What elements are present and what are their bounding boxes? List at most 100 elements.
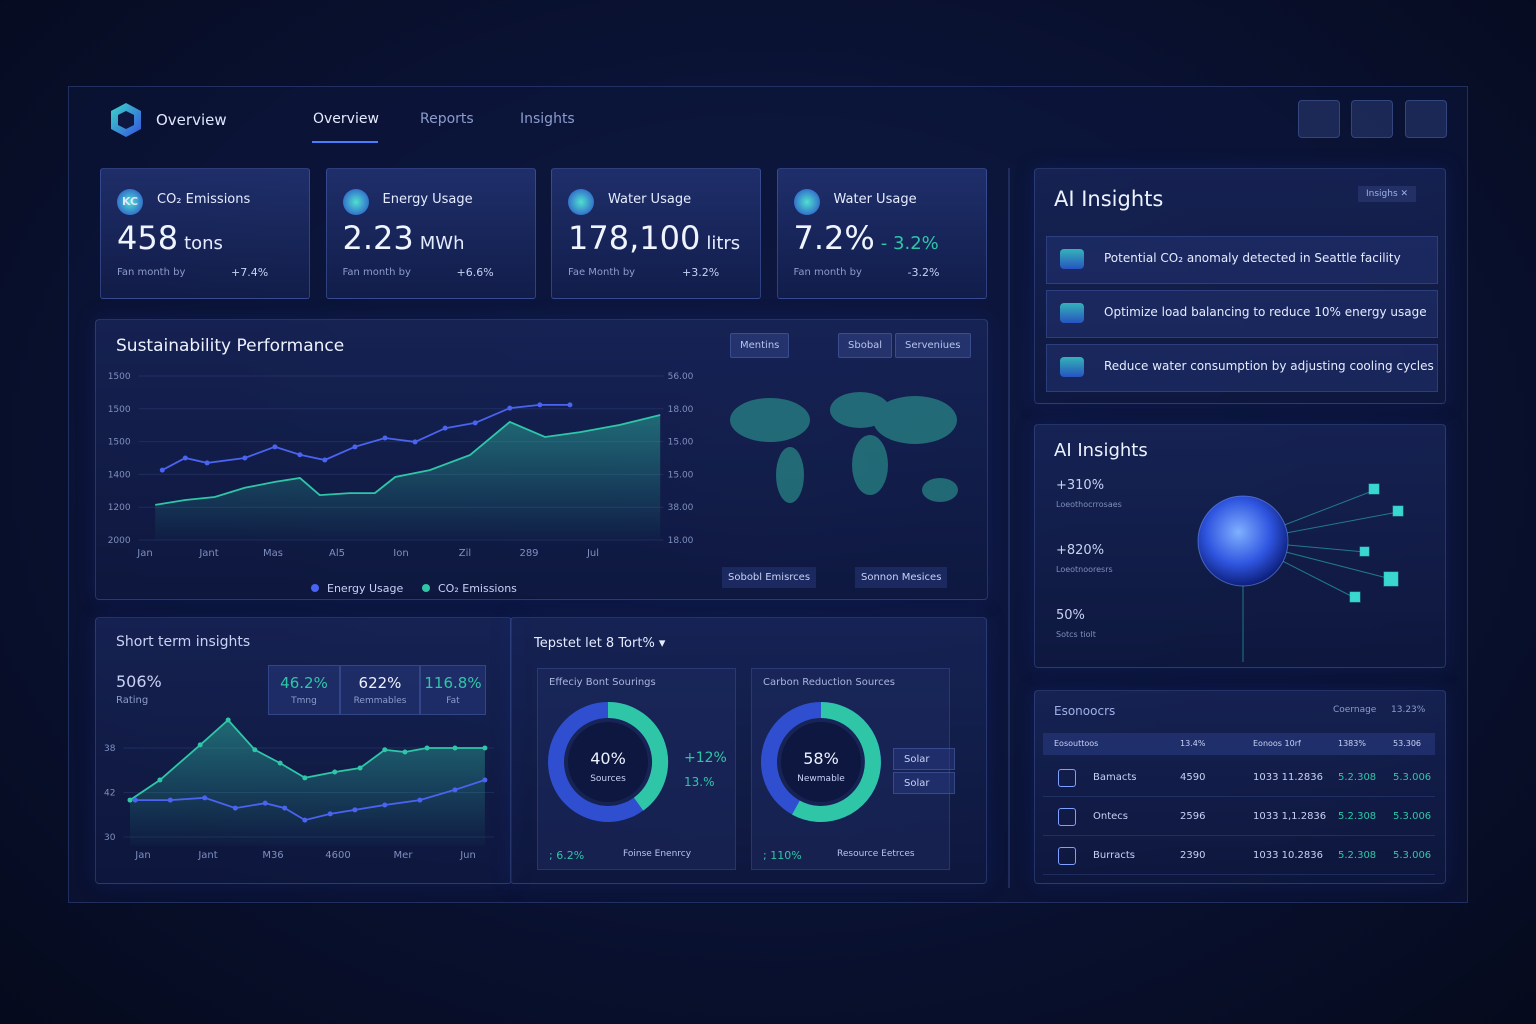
y2-tick-label: 15.00 (668, 470, 694, 480)
kpi-value: 178,100 (568, 219, 701, 257)
stat-label: Sotcs tiolt (1056, 630, 1096, 639)
point (242, 455, 248, 461)
stat-label: Loeothocrrosaes (1056, 500, 1122, 509)
row-icon (1058, 847, 1076, 865)
x-tick-label: Jun (459, 850, 476, 861)
card-title: Effeciy Bont Sourings (549, 677, 656, 688)
card-footer: Foinse Enenrcy (623, 849, 692, 859)
y2-tick-label: 15.00 (668, 438, 694, 448)
panel-title: Short term insights (116, 634, 251, 650)
kpi-note: Fan month by (793, 267, 862, 278)
kpi-change: +7.4% (231, 266, 269, 279)
insight-row (1046, 236, 1438, 284)
point (482, 777, 488, 783)
icon-button[interactable] (1298, 100, 1340, 138)
chip-value: 116.8% (424, 674, 482, 692)
x-tick-label: Ion (393, 548, 408, 559)
x-tick-label: M36 (262, 850, 283, 861)
y-tick-label: 1500 (108, 372, 131, 382)
column-header: 13.4% (1180, 739, 1206, 748)
kpi-change: +3.2% (682, 266, 720, 279)
legend-label: Energy Usage (327, 582, 404, 595)
x-tick-label: Jant (197, 850, 217, 861)
dropdown[interactable]: Solar (893, 748, 955, 770)
card-footer: ; 110% (763, 849, 802, 862)
donut-arc (607, 701, 669, 811)
side-value: 13.% (684, 775, 715, 789)
stat-value: +820% (1056, 543, 1105, 558)
divider (1008, 168, 1010, 888)
y2-tick-label: 38.00 (668, 503, 694, 513)
point (567, 402, 573, 408)
donut-hole (568, 722, 648, 802)
world-map (730, 392, 958, 503)
table-cell: 5.3.006 (1393, 811, 1432, 822)
stat-label: Loeotnooresrs (1056, 565, 1113, 574)
point (272, 444, 278, 450)
badge[interactable]: Insighs ✕ (1358, 186, 1417, 202)
nav-tab[interactable]: Reports (420, 111, 474, 127)
logo (111, 103, 141, 137)
table-cell: Bamacts (1093, 772, 1137, 783)
kpi-note: Fan month by (342, 267, 411, 278)
point (167, 797, 173, 803)
kpi-value: 458 (117, 219, 179, 257)
kpi-note: Fan month by (117, 267, 186, 278)
filter-button[interactable]: Sbobal (838, 333, 893, 358)
stat-value: 50% (1056, 608, 1085, 623)
point (382, 435, 388, 441)
point (159, 467, 165, 473)
kpi-change: -3.2% (907, 266, 940, 279)
panel-title: Tepstet let 8 Tort% ▾ (534, 636, 666, 651)
panel-title: AI Insights (1054, 440, 1148, 461)
insight-icon (1060, 357, 1084, 377)
kpi-unit: MWh (419, 233, 465, 254)
brand: Overview (156, 111, 227, 129)
insight-row (1046, 290, 1438, 338)
table-cell: 5.3.006 (1393, 850, 1432, 861)
x-tick-label: Mer (394, 850, 414, 861)
card-footer: ; 6.2% (549, 849, 585, 862)
chip-label: Remmables (353, 696, 407, 706)
y-tick-label: 38 (104, 744, 116, 754)
network-graphic (1197, 483, 1404, 662)
kpi-unit: tons (184, 233, 223, 254)
icon-button[interactable] (1405, 100, 1447, 138)
donut-label: Sources (590, 774, 626, 784)
point (352, 807, 358, 813)
chip-value: 622% (358, 674, 402, 692)
dropdown[interactable]: Solar (893, 772, 955, 794)
column-header: 1383% (1338, 739, 1366, 748)
y-tick-label: 1400 (108, 470, 131, 480)
y-tick-label: 1200 (108, 503, 131, 513)
point (472, 420, 478, 426)
x-tick-label: 4600 (325, 850, 350, 861)
point (302, 817, 308, 823)
nav-tab[interactable]: Overview (313, 111, 379, 127)
x-tick-label: Zil (459, 548, 471, 559)
filter-button[interactable]: Mentins (730, 333, 790, 358)
card-title: Carbon Reduction Sources (763, 677, 895, 688)
kpi-icon (793, 189, 820, 215)
table-cell: 1033 11.2836 (1253, 772, 1323, 783)
kpi-unit: - 3.2% (880, 233, 939, 254)
point (204, 460, 210, 466)
kpi-title: CO₂ Emissions (157, 192, 251, 207)
point (157, 777, 163, 783)
x-tick-label: Jul (586, 548, 599, 559)
filter-button[interactable]: Serveniues (895, 333, 971, 358)
series-line (129, 718, 485, 801)
donut-value: 40% (590, 749, 626, 768)
point (382, 747, 388, 753)
nav-tab[interactable]: Insights (520, 111, 575, 127)
legend-label: CO₂ Emissions (438, 582, 517, 595)
icon-button[interactable] (1351, 100, 1393, 138)
column-header: Eosouttoos (1054, 739, 1099, 748)
point (282, 805, 288, 811)
kpi-value: 7.2% (793, 219, 875, 257)
y-tick-label: 2000 (108, 536, 131, 546)
chip-label: Tmng (291, 696, 317, 706)
x-tick-label: Mas (263, 548, 283, 559)
x-tick-label: Jan (134, 850, 150, 861)
